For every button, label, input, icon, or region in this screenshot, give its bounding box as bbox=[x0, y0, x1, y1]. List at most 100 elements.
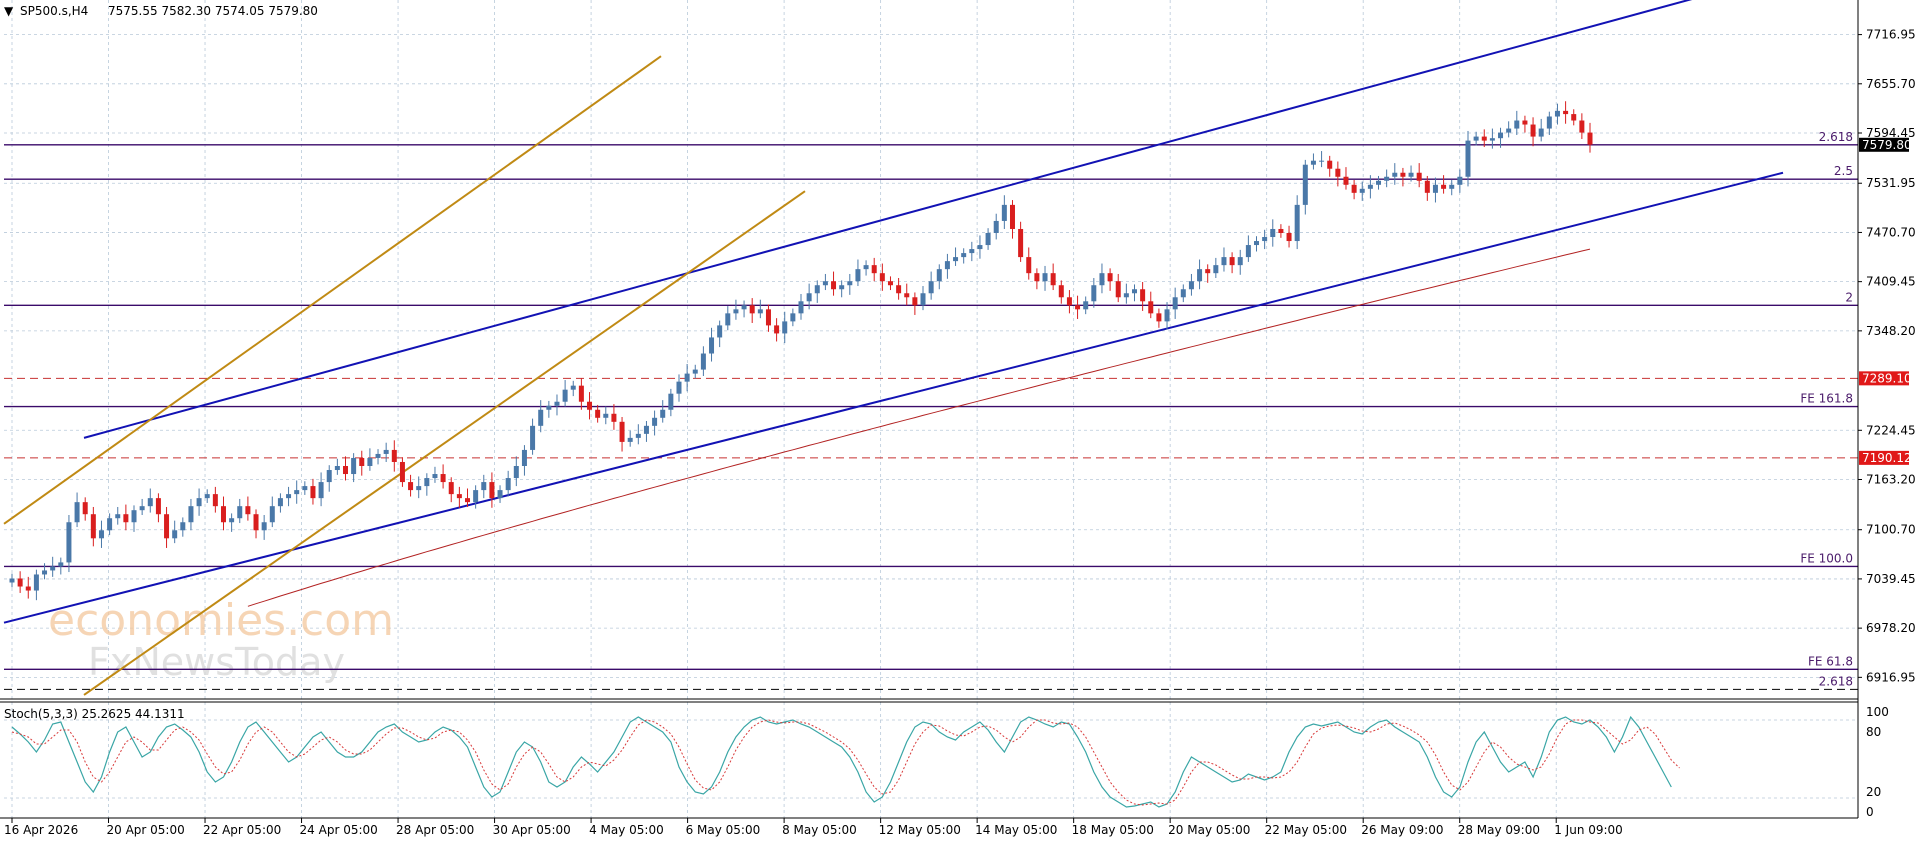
candle-body-180 bbox=[1473, 136, 1479, 141]
candle-body-59 bbox=[489, 482, 495, 499]
candle-body-14 bbox=[123, 514, 129, 523]
candle-body-79 bbox=[652, 417, 658, 426]
candle-body-137 bbox=[1123, 293, 1129, 298]
candle-body-133 bbox=[1091, 285, 1097, 302]
lower-channel-line bbox=[3, 171, 1784, 624]
candle-body-92 bbox=[757, 309, 763, 314]
candle-body-67 bbox=[554, 401, 560, 406]
candle-body-152 bbox=[1245, 245, 1251, 258]
candle-body-104 bbox=[855, 269, 861, 282]
candle-body-159 bbox=[1302, 164, 1308, 205]
candle-body-0 bbox=[9, 578, 15, 583]
candle-body-149 bbox=[1221, 257, 1227, 266]
candle-body-41 bbox=[342, 466, 348, 475]
current-price-tag: 7579.80 bbox=[1862, 138, 1912, 152]
candle-body-24 bbox=[204, 494, 210, 499]
candle-body-153 bbox=[1254, 241, 1260, 246]
current-price-tag-bg bbox=[1859, 137, 1909, 152]
moving-average bbox=[247, 248, 1591, 607]
candle-body-63 bbox=[521, 449, 527, 466]
price-axis[interactable]: 7716.95 7655.70 7594.45 7531.95 7470.70 7409.… bbox=[1858, 28, 1916, 685]
candle-body-39 bbox=[326, 470, 332, 483]
candle-body-162 bbox=[1327, 160, 1333, 169]
candle-body-73 bbox=[603, 413, 609, 418]
candle-body-3 bbox=[33, 574, 39, 591]
candle-body-147 bbox=[1205, 269, 1211, 274]
candle-body-135 bbox=[1107, 273, 1113, 282]
candle-body-129 bbox=[1058, 285, 1064, 298]
candle-body-95 bbox=[782, 321, 788, 334]
candle-body-76 bbox=[627, 437, 633, 442]
candle-body-126 bbox=[1034, 273, 1040, 282]
candle-body-148 bbox=[1213, 265, 1219, 274]
time-tick-0: 16 Apr 2026 bbox=[4, 823, 78, 837]
candle-body-127 bbox=[1042, 273, 1048, 282]
candle-body-27 bbox=[229, 518, 235, 523]
price-tick-6: 7348.20 bbox=[1866, 324, 1916, 338]
collapse-icon[interactable]: ▼ bbox=[4, 4, 14, 18]
candle-body-44 bbox=[367, 457, 373, 466]
candle-body-166 bbox=[1359, 188, 1365, 193]
candle-body-123 bbox=[1009, 204, 1015, 229]
candle-body-77 bbox=[635, 433, 641, 438]
candle-body-11 bbox=[98, 530, 104, 539]
red-price-tag-0: 7289.10 bbox=[1862, 371, 1912, 385]
candle-body-37 bbox=[310, 486, 316, 499]
candle-body-157 bbox=[1286, 233, 1292, 242]
candle-body-48 bbox=[399, 461, 405, 483]
trend-channels bbox=[3, 0, 1784, 696]
candle-body-50 bbox=[416, 486, 422, 491]
candle-body-99 bbox=[814, 285, 820, 294]
candle-body-47 bbox=[391, 449, 397, 462]
candle-body-114 bbox=[936, 269, 942, 282]
candle-body-93 bbox=[765, 309, 771, 326]
candle-body-140 bbox=[1148, 301, 1154, 314]
candle-body-182 bbox=[1489, 138, 1495, 141]
candle-body-174 bbox=[1424, 180, 1430, 193]
candle-body-21 bbox=[180, 522, 186, 531]
candle-body-169 bbox=[1384, 176, 1390, 181]
candle-body-186 bbox=[1522, 120, 1528, 125]
candle-body-161 bbox=[1319, 160, 1325, 162]
time-tick-5: 30 Apr 05:00 bbox=[493, 823, 571, 837]
level-label-0: 2.618 bbox=[1819, 130, 1853, 144]
time-axis[interactable]: 16 Apr 2026 20 Apr 05:00 22 Apr 05:00 24 Ap… bbox=[4, 818, 1623, 837]
candle-body-29 bbox=[245, 506, 251, 515]
candle-body-103 bbox=[847, 281, 853, 286]
candle-body-160 bbox=[1310, 160, 1316, 165]
candle-body-134 bbox=[1099, 273, 1105, 286]
candle-body-61 bbox=[505, 478, 511, 491]
candle-body-78 bbox=[643, 425, 649, 434]
level-label-4: FE 161.8 bbox=[1800, 392, 1853, 406]
candle-body-192 bbox=[1571, 114, 1577, 121]
candle-body-184 bbox=[1506, 128, 1512, 133]
price-tick-9: 7100.70 bbox=[1866, 523, 1916, 537]
candle-body-109 bbox=[896, 285, 902, 294]
candle-body-43 bbox=[359, 457, 365, 466]
candle-body-156 bbox=[1278, 228, 1284, 233]
level-lines: 2.618 2.5 2 FE 161.8 FE 100.0 FE 61.8 2.618 bbox=[4, 130, 1858, 690]
ohlc-values: 7575.55 7582.30 7574.05 7579.80 bbox=[108, 4, 318, 18]
candle-body-141 bbox=[1156, 313, 1162, 322]
candle-body-191 bbox=[1563, 110, 1569, 115]
candle-body-53 bbox=[440, 474, 446, 483]
candle-body-163 bbox=[1335, 168, 1341, 177]
candle-body-23 bbox=[196, 498, 202, 507]
level-label-7: FE 61.8 bbox=[1808, 654, 1853, 668]
time-tick-1: 20 Apr 05:00 bbox=[107, 823, 185, 837]
price-tick-8: 7163.20 bbox=[1866, 472, 1916, 486]
candle-body-85 bbox=[700, 353, 706, 370]
candle-body-178 bbox=[1457, 176, 1463, 185]
candle-body-91 bbox=[749, 305, 755, 314]
stochastic-panel[interactable]: 100 80 20 0 bbox=[11, 705, 1889, 819]
time-tick-3: 24 Apr 05:00 bbox=[300, 823, 378, 837]
candle-body-5 bbox=[50, 566, 56, 571]
time-tick-15: 28 May 09:00 bbox=[1458, 823, 1540, 837]
candle-body-189 bbox=[1546, 116, 1552, 129]
candle-body-45 bbox=[375, 453, 381, 458]
candle-body-167 bbox=[1367, 184, 1373, 189]
candle-body-33 bbox=[277, 498, 283, 507]
candle-body-155 bbox=[1270, 228, 1276, 238]
